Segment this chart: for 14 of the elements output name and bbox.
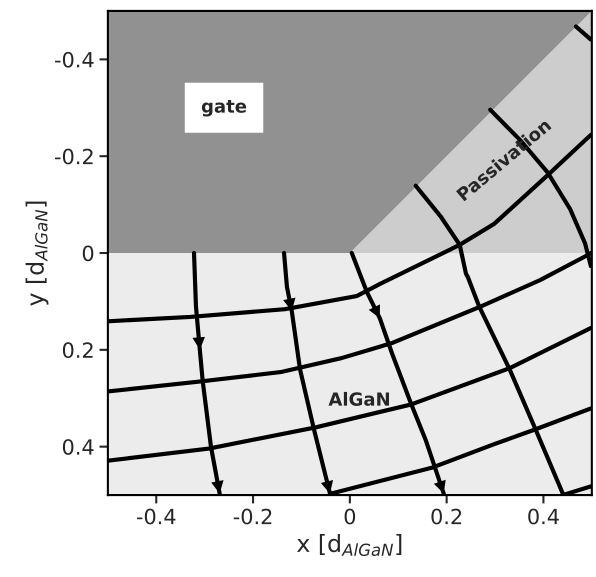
annotation: gate	[202, 100, 246, 117]
x-tick-label: 0	[344, 508, 356, 524]
y-tick-label: -0.2	[55, 148, 93, 164]
x-tick-label: 0.2	[431, 508, 462, 524]
x-tick-label: 0.4	[528, 508, 559, 524]
x-tick-label: -0.2	[234, 508, 272, 524]
y-tick-label: -0.4	[55, 52, 94, 68]
y-tick-label: 0.4	[62, 439, 94, 455]
y-tick-label: 0	[82, 245, 94, 262]
annotation: AlGaN	[328, 392, 390, 406]
y-axis-title: y [d$_{AlGaN}$]	[26, 202, 48, 306]
x-axis-title: x [d$_{AlGaN}$]	[297, 534, 402, 556]
x-tick-label: -0.4	[136, 508, 176, 524]
y-tick-label: 0.2	[62, 342, 93, 358]
